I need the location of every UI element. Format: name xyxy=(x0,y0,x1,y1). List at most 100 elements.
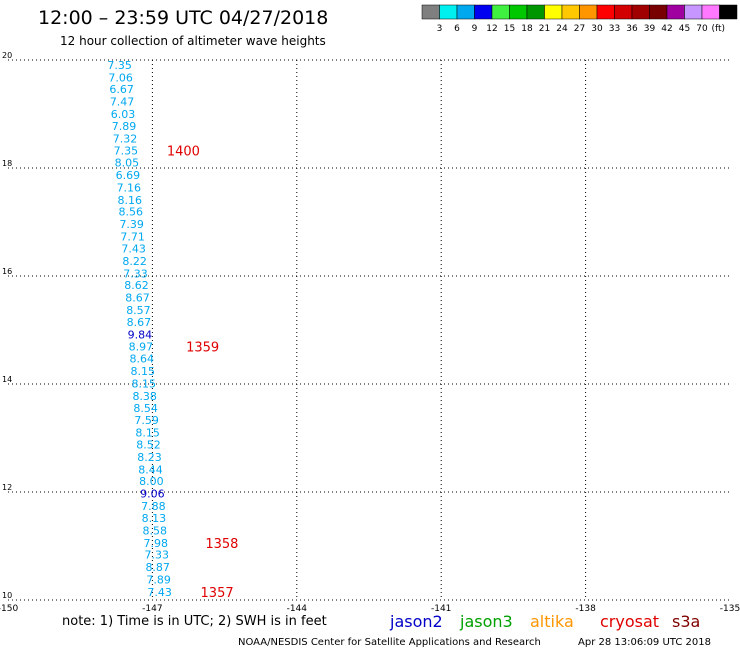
color-swatch xyxy=(491,4,510,20)
colorbar-tick: 3 xyxy=(437,24,443,34)
wave-height-value: 9.06 xyxy=(140,488,165,501)
colorbar-tick: 45 xyxy=(679,24,690,34)
wave-height-value: 8.67 xyxy=(125,292,150,305)
wave-height-value: 7.35 xyxy=(107,59,132,72)
color-swatch xyxy=(509,4,528,20)
time-labels: 1400 1359 1358 1357 xyxy=(167,145,239,601)
y-tick-label: 14 xyxy=(2,375,12,384)
satellite-legend: jason2 jason3 altika cryosat s3a xyxy=(389,612,700,631)
colorbar-tick: 42 xyxy=(661,24,672,34)
color-swatch xyxy=(649,4,668,20)
colorbar-tick: 39 xyxy=(644,24,656,34)
wave-height-value: 8.97 xyxy=(129,341,154,354)
wave-height-value: 8.87 xyxy=(145,561,170,574)
colorbar-unit: (ft) xyxy=(712,24,726,34)
wave-height-value: 7.16 xyxy=(117,181,142,194)
wave-height-value: 8.13 xyxy=(142,512,167,525)
color-swatch xyxy=(526,4,545,20)
wave-height-value: 7.71 xyxy=(120,231,145,244)
wave-height-value: 7.88 xyxy=(141,500,166,513)
footer-credit: NOAA/NESDIS Center for Satellite Applica… xyxy=(238,637,541,648)
colorbar-tick: 21 xyxy=(539,24,550,34)
color-swatch xyxy=(596,4,615,20)
colorbar-tick: 27 xyxy=(574,24,585,34)
wave-height-value: 8.05 xyxy=(115,157,140,170)
x-tick-label: -141 xyxy=(431,604,451,614)
wave-height-value: 8.15 xyxy=(131,377,156,390)
axes: -150 -147 -144 -141 -138 -135 20 18 16 14 12 10 xyxy=(0,51,740,614)
grid xyxy=(8,59,730,601)
chart-title: 12:00 – 23:59 UTC 04/27/2018 xyxy=(38,7,328,29)
color-swatch xyxy=(701,4,720,20)
wave-height-value: 6.69 xyxy=(116,169,141,182)
satellite-jason2: jason2 xyxy=(389,612,443,631)
wave-height-value: 7.59 xyxy=(134,414,159,427)
colorbar-tick: 12 xyxy=(486,24,497,34)
x-tick-label: -144 xyxy=(287,604,308,614)
time-label: 1358 xyxy=(205,537,238,552)
color-swatch xyxy=(544,4,563,20)
wave-height-value: 8.62 xyxy=(124,279,149,292)
wave-height-value: 8.56 xyxy=(118,206,143,219)
x-tick-label: -147 xyxy=(142,604,162,614)
wave-height-value: 8.44 xyxy=(138,463,163,476)
wave-height-value: 8.57 xyxy=(126,304,151,317)
wave-height-value: 6.67 xyxy=(109,83,134,96)
time-label: 1400 xyxy=(167,145,200,160)
x-tick-label: -135 xyxy=(720,604,740,614)
y-tick-label: 12 xyxy=(2,483,12,492)
colorbar-tick: 30 xyxy=(591,24,603,34)
y-tick-label: 16 xyxy=(2,267,12,276)
colorbar-tick: 15 xyxy=(504,24,515,34)
wave-height-value: 8.23 xyxy=(137,451,162,464)
wave-height-value: 8.54 xyxy=(133,402,158,415)
wave-height-value: 8.52 xyxy=(136,438,161,451)
color-swatch xyxy=(666,4,685,20)
wave-height-value: 7.33 xyxy=(123,267,148,280)
wave-height-value: 6.03 xyxy=(111,108,136,121)
wave-height-value: 9.84 xyxy=(128,328,153,341)
time-label: 1357 xyxy=(201,586,234,601)
wave-height-value: 7.47 xyxy=(110,96,135,109)
wave-height-value: 8.22 xyxy=(122,255,147,268)
footer-timestamp: Apr 28 13:06:09 UTC 2018 xyxy=(578,637,711,648)
colorbar-tick: 24 xyxy=(556,24,568,34)
satellite-s3a: s3a xyxy=(672,612,700,631)
y-tick-label: 20 xyxy=(2,51,12,60)
wave-height-value: 7.98 xyxy=(144,537,169,550)
colorbar-tick: 18 xyxy=(521,24,533,34)
colorbar-tick: 70 xyxy=(696,24,708,34)
satellite-jason3: jason3 xyxy=(459,612,513,631)
color-swatch xyxy=(684,4,703,20)
wave-height-value: 7.32 xyxy=(113,132,138,145)
colorbar-tick: 9 xyxy=(472,24,478,34)
color-legend: 3 6 9 12 15 18 21 24 27 30 33 36 39 42 45 70 (ft) xyxy=(421,4,738,34)
wave-height-value: 7.35 xyxy=(114,145,139,158)
color-swatch xyxy=(474,4,493,20)
wave-height-value: 8.67 xyxy=(127,316,152,329)
y-tick-label: 10 xyxy=(2,591,12,600)
wave-height-value: 8.38 xyxy=(132,390,157,403)
wave-height-value: 7.33 xyxy=(144,549,169,562)
colorbar-tick: 36 xyxy=(626,24,638,34)
color-swatch xyxy=(614,4,633,20)
color-swatch xyxy=(561,4,580,20)
color-swatch xyxy=(439,4,458,20)
satellite-cryosat: cryosat xyxy=(600,612,659,631)
color-swatch xyxy=(631,4,650,20)
wave-height-value: 8.15 xyxy=(131,365,156,378)
color-swatch xyxy=(421,4,440,20)
x-tick-label: -138 xyxy=(575,604,596,614)
colorbar-tick: 6 xyxy=(454,24,460,34)
colorbar-tick: 33 xyxy=(609,24,620,34)
wave-height-value: 8.15 xyxy=(135,427,160,440)
data-points: 7.357.066.677.476.037.897.327.358.056.69… xyxy=(107,59,171,599)
wave-height-value: 7.43 xyxy=(147,586,172,599)
wave-height-value: 8.58 xyxy=(143,524,168,537)
y-tick-label: 18 xyxy=(2,159,12,168)
wave-height-value: 8.00 xyxy=(139,475,164,488)
wave-height-value: 7.39 xyxy=(119,218,144,231)
wave-height-value: 8.16 xyxy=(118,194,143,207)
time-label: 1359 xyxy=(186,341,219,356)
